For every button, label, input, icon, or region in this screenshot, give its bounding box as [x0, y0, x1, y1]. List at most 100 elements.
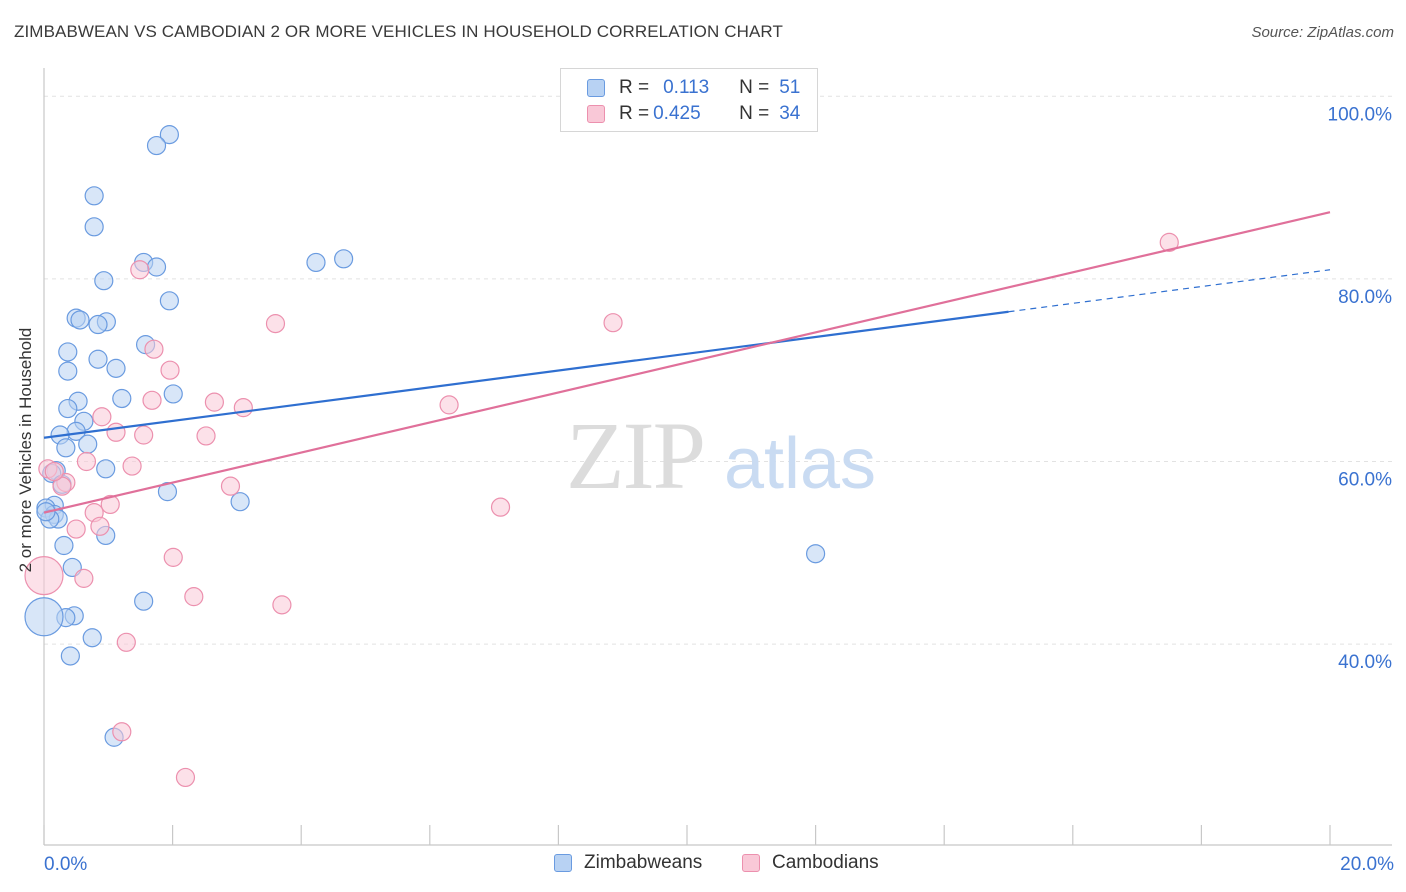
trend-lines — [43, 211, 1331, 514]
data-point — [44, 461, 64, 482]
data-point — [196, 426, 216, 446]
chart-title: ZIMBABWEAN VS CAMBODIAN 2 OR MORE VEHICL… — [14, 22, 783, 41]
data-point — [146, 257, 167, 277]
data-point — [112, 388, 132, 409]
r-label: R = — [619, 77, 650, 98]
data-point — [88, 314, 108, 335]
legend-label: Zimbabweans — [584, 852, 703, 873]
legend-item-cambodians[interactable]: Cambodians — [742, 852, 879, 874]
data-point — [146, 135, 167, 156]
data-point — [122, 456, 142, 476]
data-point — [306, 252, 326, 273]
data-point — [142, 390, 162, 410]
data-point — [60, 646, 80, 666]
data-point — [66, 519, 86, 539]
blue-swatch — [554, 854, 572, 872]
y-tick-label: 40.0% — [1338, 652, 1392, 673]
data-point — [92, 407, 112, 427]
data-point — [56, 438, 76, 458]
data-point — [130, 260, 150, 280]
legend-row-cambodians: R = 0.425 N = 34 — [587, 102, 800, 126]
data-point — [603, 313, 623, 333]
data-point — [439, 395, 459, 415]
legend-row-zimbabweans: R = 0.113 N = 51 — [587, 76, 800, 100]
x-tick-labels: 0.0% 20.0% — [44, 854, 1394, 875]
data-point — [144, 339, 164, 359]
y-axis-label-wrap: 2 or more Vehicles in Household — [14, 300, 38, 600]
data-point — [70, 310, 90, 330]
data-point — [90, 516, 110, 536]
r-value: 0.425 — [653, 103, 701, 124]
pink-swatch — [587, 105, 605, 123]
data-point — [220, 476, 241, 496]
data-point — [84, 186, 104, 206]
data-point — [94, 271, 114, 291]
watermark: ZIP atlas — [566, 402, 876, 509]
data-point — [82, 628, 102, 648]
data-point — [24, 597, 64, 637]
data-point — [204, 392, 224, 412]
data-point — [805, 544, 826, 564]
series-legend: Zimbabweans Cambodians — [0, 852, 1406, 878]
data-point — [157, 482, 178, 502]
source-label: Source: ZipAtlas.com — [1251, 24, 1394, 41]
y-tick-label: 80.0% — [1338, 287, 1392, 308]
cambodians-points — [24, 232, 1179, 788]
n-value: 34 — [779, 103, 801, 124]
data-point — [184, 587, 204, 607]
data-point — [163, 384, 183, 404]
y-axis-label: 2 or more Vehicles in Household — [16, 327, 35, 573]
data-point — [490, 497, 511, 517]
r-label: R = — [619, 103, 650, 124]
y-tick-label: 60.0% — [1338, 470, 1392, 491]
x-tick-label: 0.0% — [44, 854, 87, 875]
data-point — [112, 722, 132, 742]
data-point — [106, 358, 126, 378]
data-point — [334, 249, 354, 269]
data-point — [160, 360, 180, 380]
data-point — [24, 556, 64, 596]
data-point — [233, 398, 253, 418]
zimbabweans-trend-line — [43, 310, 1009, 439]
grid-lines — [44, 95, 1392, 645]
data-point — [1159, 232, 1179, 252]
n-label: N = — [739, 103, 770, 124]
data-point — [100, 494, 120, 515]
pink-swatch — [742, 854, 760, 872]
n-label: N = — [739, 77, 770, 98]
r-value: 0.113 — [663, 77, 710, 98]
watermark-atlas: atlas — [724, 424, 876, 504]
legend-label: Cambodians — [772, 852, 879, 873]
data-point — [54, 535, 74, 556]
data-point — [230, 492, 250, 512]
correlation-legend: R = 0.113 N = 51 R = 0.425 N = 34 — [560, 68, 818, 132]
data-point — [116, 632, 136, 652]
data-point — [159, 291, 179, 311]
data-point — [175, 767, 196, 788]
data-point — [265, 314, 286, 334]
x-tick-label: 20.0% — [1340, 854, 1394, 875]
data-point — [272, 595, 292, 615]
data-point — [78, 434, 98, 454]
data-point — [88, 349, 108, 369]
data-point — [84, 217, 104, 237]
legend-item-zimbabweans[interactable]: Zimbabweans — [554, 852, 702, 874]
n-value: 51 — [779, 77, 801, 98]
axes — [43, 68, 1392, 846]
data-point — [76, 451, 97, 472]
y-tick-label: 100.0% — [1328, 104, 1393, 125]
blue-swatch — [587, 79, 605, 97]
data-point — [58, 342, 78, 362]
data-point — [134, 425, 154, 445]
data-point — [106, 422, 126, 442]
data-point — [96, 459, 116, 479]
data-point — [58, 398, 78, 419]
data-point — [163, 547, 183, 567]
data-point — [134, 591, 154, 611]
data-point — [159, 125, 179, 145]
watermark-zip: ZIP — [566, 402, 704, 509]
data-point — [74, 568, 94, 588]
data-point — [58, 361, 78, 381]
cambodians-trend-line — [43, 211, 1331, 514]
